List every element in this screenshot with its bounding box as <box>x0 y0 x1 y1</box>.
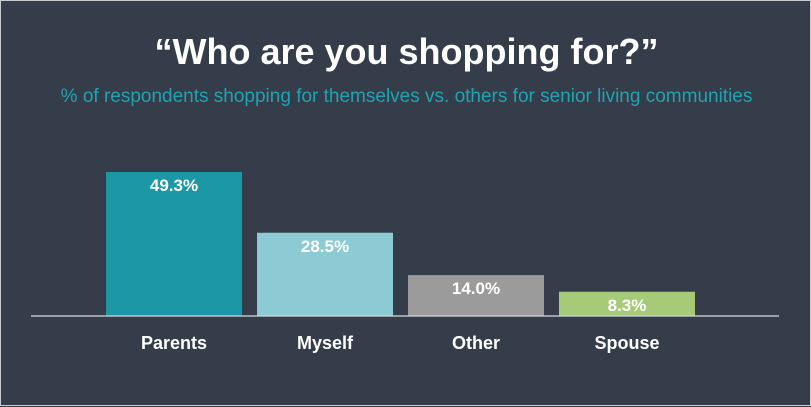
value-label-myself: 28.5% <box>301 237 349 256</box>
chart-subtitle: % of respondents shopping for themselves… <box>60 86 753 107</box>
bar-parents <box>106 172 242 316</box>
value-label-other: 14.0% <box>452 279 500 298</box>
bar-other <box>408 275 544 316</box>
chart-title: “Who are you shopping for?” <box>154 31 659 72</box>
value-label-spouse: 8.3% <box>608 296 647 315</box>
bar-myself <box>257 232 393 316</box>
value-label-parents: 49.3% <box>150 176 198 195</box>
bar-spouse <box>559 291 695 316</box>
category-label-myself: Myself <box>297 333 354 353</box>
category-label-other: Other <box>452 333 500 353</box>
category-label-parents: Parents <box>141 333 207 353</box>
category-label-spouse: Spouse <box>594 333 659 353</box>
